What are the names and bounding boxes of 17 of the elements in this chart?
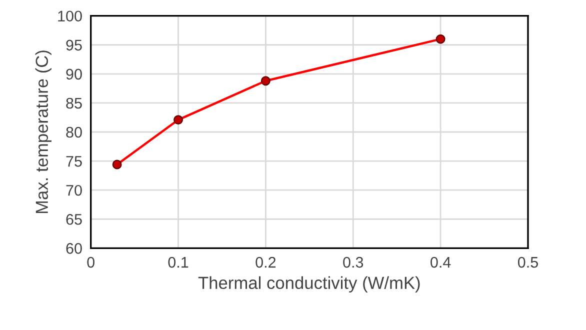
- x-axis-title: Thermal conductivity (W/mK): [198, 276, 420, 292]
- x-tick-label: 0.5: [518, 256, 538, 268]
- y-tick-label: 65: [66, 214, 82, 225]
- y-tick-label: 100: [58, 10, 82, 22]
- x-tick-label: 0.3: [343, 256, 364, 268]
- y-tick-label: 75: [66, 156, 82, 167]
- y-tick-label: 95: [66, 40, 82, 51]
- x-tick-label: 0.1: [168, 256, 188, 268]
- x-tick-label: 0.2: [256, 256, 276, 268]
- y-tick-label: 80: [66, 126, 82, 138]
- x-tick-label: 0.4: [430, 256, 451, 268]
- x-tick-label: 0: [87, 256, 94, 268]
- y-tick-label: 85: [66, 98, 82, 109]
- y-axis-title: Max. temperature (C): [35, 50, 52, 214]
- y-tick-label: 70: [66, 184, 82, 196]
- y-tick-label: 90: [66, 68, 82, 80]
- y-tick-label: 60: [66, 243, 82, 254]
